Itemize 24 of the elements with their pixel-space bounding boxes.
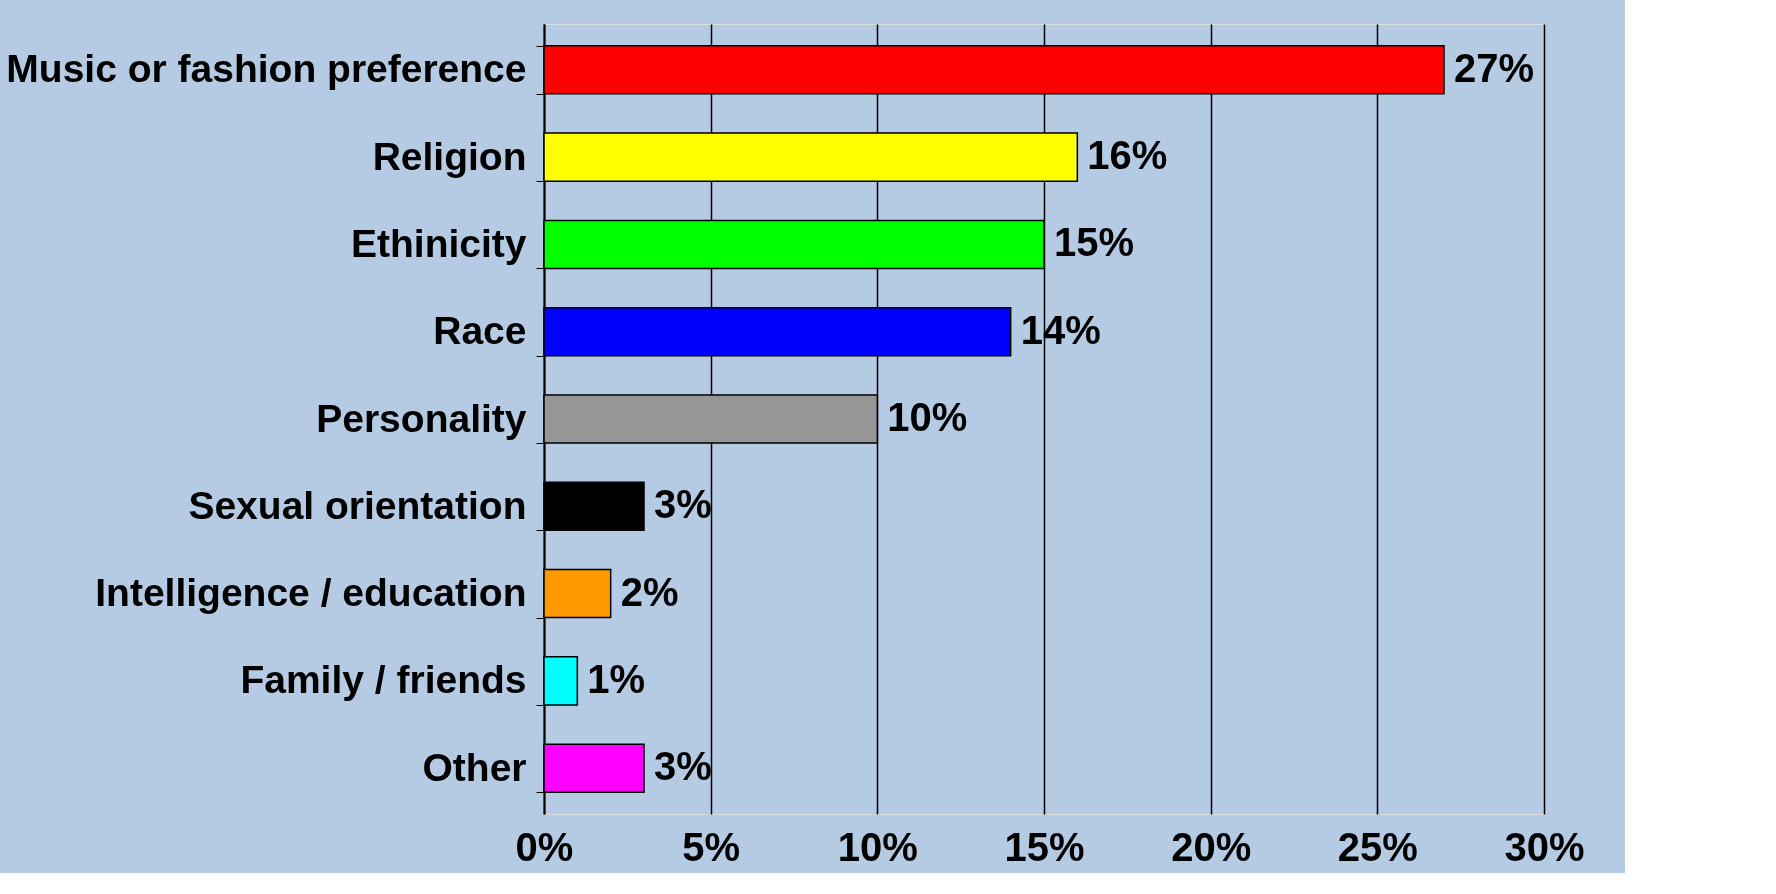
x-tick-label: 0% <box>515 824 574 869</box>
data-label: 2% <box>620 569 679 614</box>
x-tick-label: 20% <box>1171 824 1252 869</box>
data-label: 10% <box>887 395 968 439</box>
x-tick-label: 15% <box>1004 824 1085 869</box>
y-tick-label: Music or fashion preference <box>6 47 527 91</box>
y-tick-label: Family / friends <box>240 658 527 702</box>
data-label: 1% <box>587 656 646 701</box>
data-label: 3% <box>654 482 712 527</box>
y-tick-label: Other <box>422 745 527 789</box>
data-label: 16% <box>1087 133 1168 178</box>
data-label: 15% <box>1054 220 1135 265</box>
x-tick-label: 5% <box>682 824 741 869</box>
y-tick-label: Intelligence / education <box>95 571 527 615</box>
x-tick-label: 25% <box>1337 824 1418 869</box>
x-tick-label: 30% <box>1504 824 1585 869</box>
x-tick-label: 10% <box>837 824 918 869</box>
y-tick-label: Ethinicity <box>350 221 527 265</box>
y-tick-label: Personality <box>316 396 527 440</box>
data-label: 27% <box>1454 45 1535 90</box>
data-label: 3% <box>654 744 712 789</box>
y-tick-label: Race <box>433 309 527 353</box>
y-tick-label: Sexual orientation <box>188 483 527 527</box>
y-tick-label: Religion <box>372 134 527 178</box>
